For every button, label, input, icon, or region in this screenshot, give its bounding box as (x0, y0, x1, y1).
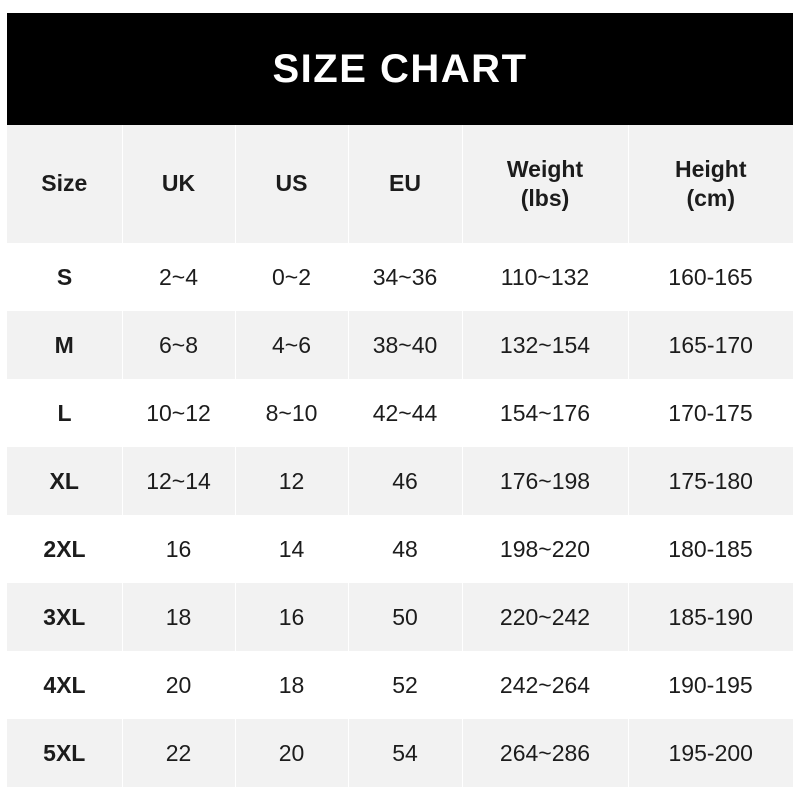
cell-us: 16 (235, 583, 349, 651)
cell-eu: 46 (348, 447, 463, 515)
size-chart-banner: SIZE CHART (7, 13, 793, 125)
column-header-eu: EU (348, 125, 463, 243)
table-row: 5XL 22 20 54 264~286 195-200 (7, 719, 793, 787)
cell-us: 14 (235, 515, 348, 583)
cell-eu: 50 (348, 583, 463, 651)
column-header-weight: Weight (lbs) (462, 125, 629, 243)
cell-weight: 198~220 (462, 515, 628, 583)
column-header-us: US (235, 125, 349, 243)
column-header-size: Size (7, 125, 123, 243)
cell-height: 195-200 (628, 719, 793, 787)
table-row: 4XL 20 18 52 242~264 190-195 (7, 651, 793, 719)
column-header-height-line2: (cm) (686, 185, 736, 211)
cell-us: 8~10 (235, 379, 348, 447)
column-header-eu-line1: EU (389, 170, 421, 197)
column-header-weight-line2: (lbs) (520, 185, 570, 211)
cell-eu: 34~36 (348, 243, 462, 311)
page-title: SIZE CHART (272, 47, 528, 91)
header-row: Size UK US EU Weight (lbs) Height (cm) (7, 125, 793, 243)
column-header-height: Height (cm) (628, 125, 793, 243)
column-header-uk-line1: UK (161, 170, 196, 197)
cell-height: 175-180 (628, 447, 793, 515)
column-header-us-line1: US (275, 170, 308, 197)
cell-uk: 10~12 (122, 379, 235, 447)
cell-size: 4XL (7, 651, 122, 719)
cell-size: XL (7, 447, 123, 515)
cell-eu: 42~44 (348, 379, 462, 447)
cell-uk: 16 (122, 515, 235, 583)
cell-size: L (7, 379, 122, 447)
cell-eu: 48 (348, 515, 462, 583)
cell-height: 190-195 (628, 651, 793, 719)
column-header-height-line1: Height (674, 155, 747, 182)
cell-weight: 220~242 (462, 583, 629, 651)
cell-height: 170-175 (628, 379, 793, 447)
table-row: 3XL 18 16 50 220~242 185-190 (7, 583, 793, 651)
table-row: 2XL 16 14 48 198~220 180-185 (7, 515, 793, 583)
column-header-uk: UK (122, 125, 236, 243)
cell-height: 185-190 (628, 583, 793, 651)
cell-uk: 6~8 (122, 311, 236, 379)
table-row: M 6~8 4~6 38~40 132~154 165-170 (7, 311, 793, 379)
cell-height: 165-170 (628, 311, 793, 379)
cell-eu: 52 (348, 651, 462, 719)
cell-size: 3XL (7, 583, 123, 651)
table-row: S 2~4 0~2 34~36 110~132 160-165 (7, 243, 793, 311)
cell-us: 12 (235, 447, 349, 515)
cell-us: 0~2 (235, 243, 348, 311)
cell-height: 160-165 (628, 243, 793, 311)
cell-size: 2XL (7, 515, 122, 583)
table-header: Size UK US EU Weight (lbs) Height (cm) (7, 125, 793, 243)
cell-eu: 54 (348, 719, 463, 787)
cell-weight: 154~176 (462, 379, 628, 447)
cell-uk: 22 (122, 719, 236, 787)
cell-us: 4~6 (235, 311, 349, 379)
cell-uk: 2~4 (122, 243, 235, 311)
cell-eu: 38~40 (348, 311, 463, 379)
cell-us: 20 (235, 719, 349, 787)
cell-uk: 20 (122, 651, 235, 719)
cell-uk: 18 (122, 583, 236, 651)
cell-height: 180-185 (628, 515, 793, 583)
cell-weight: 110~132 (462, 243, 628, 311)
cell-weight: 242~264 (462, 651, 628, 719)
cell-weight: 132~154 (462, 311, 629, 379)
cell-size: M (7, 311, 123, 379)
table-body: S 2~4 0~2 34~36 110~132 160-165 M 6~8 4~… (7, 243, 793, 787)
cell-size: 5XL (7, 719, 123, 787)
column-header-size-line1: Size (41, 170, 88, 197)
cell-weight: 264~286 (462, 719, 629, 787)
cell-us: 18 (235, 651, 348, 719)
table-row: XL 12~14 12 46 176~198 175-180 (7, 447, 793, 515)
cell-weight: 176~198 (462, 447, 629, 515)
column-header-weight-line1: Weight (506, 155, 584, 182)
size-chart-table: Size UK US EU Weight (lbs) Height (cm) (7, 125, 793, 787)
cell-uk: 12~14 (122, 447, 236, 515)
table-row: L 10~12 8~10 42~44 154~176 170-175 (7, 379, 793, 447)
cell-size: S (7, 243, 122, 311)
